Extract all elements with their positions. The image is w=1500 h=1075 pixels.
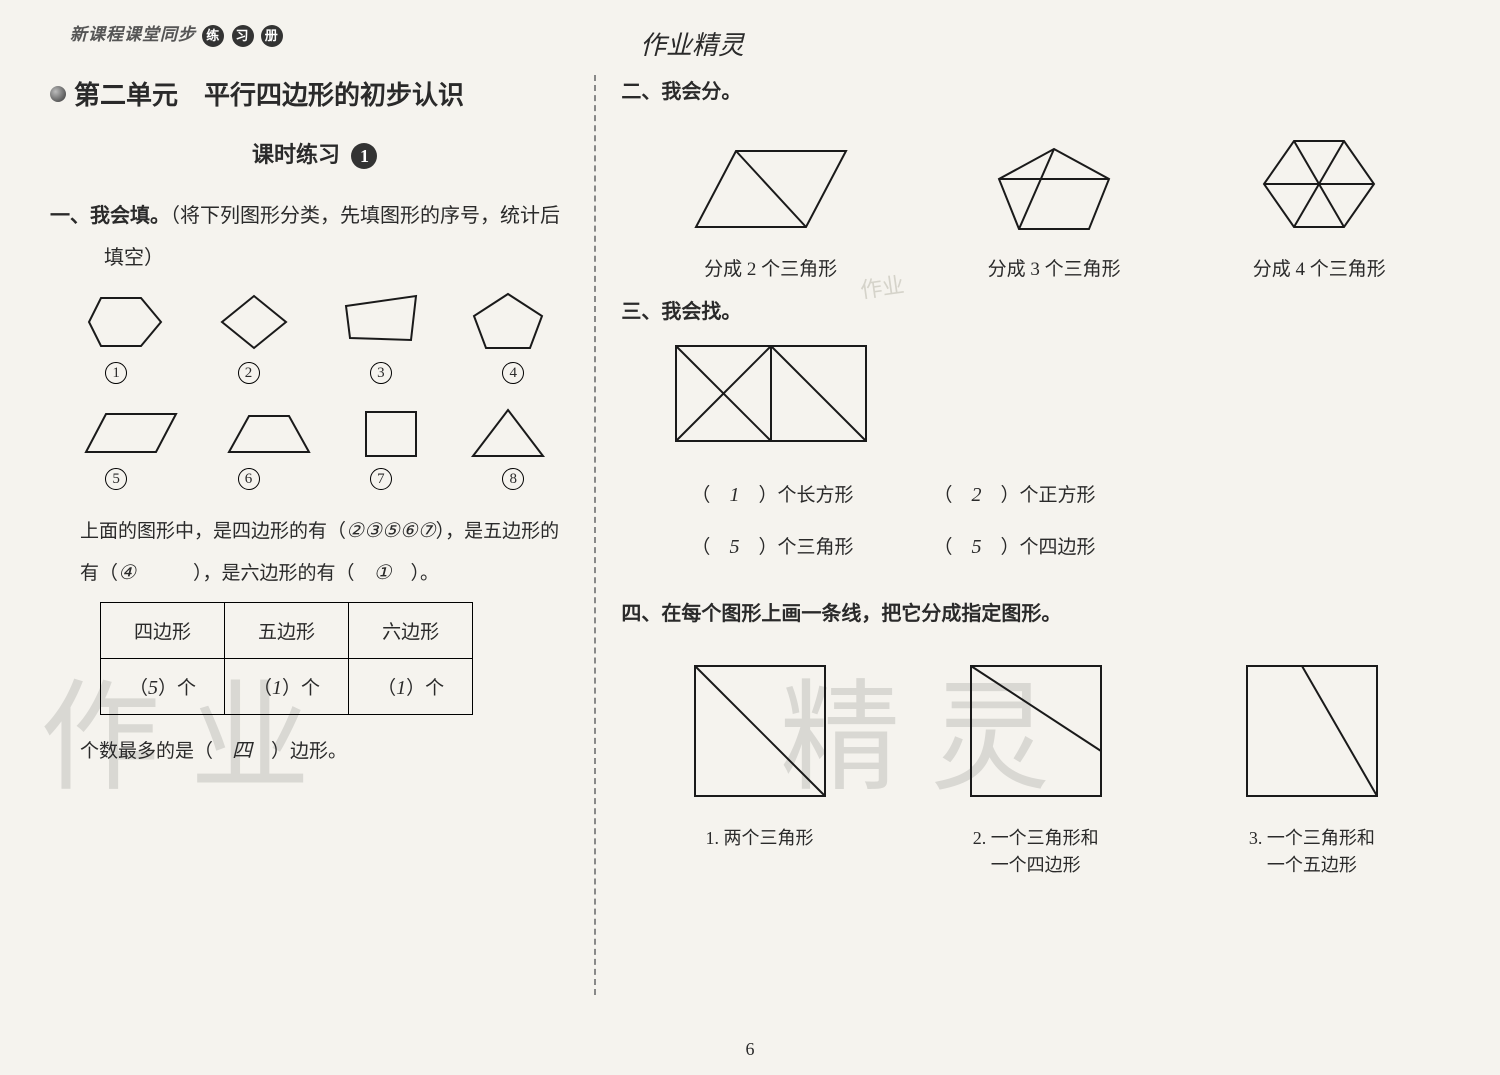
q3-line-2: （ 5 ）个三角形（ 5 ）个四边形 [691, 521, 1450, 573]
shape-diamond-icon [214, 288, 294, 356]
top-handwriting: 作业精灵 [640, 25, 744, 62]
label-3: 3 [370, 362, 392, 384]
q4-item-3: 3. 一个三角形和 一个五边形 [1212, 656, 1412, 879]
shape-hexagon-icon [81, 288, 171, 356]
page-number: 6 [746, 1039, 755, 1060]
label-4: 4 [502, 362, 524, 384]
label-2: 2 [238, 362, 260, 384]
table-cell: （1）个 [349, 659, 473, 715]
shape-quad-icon [336, 288, 426, 356]
q4-row: 1. 两个三角形 2. 一个三角形和 一个四边形 3. 一个三角形和 一个五边形 [621, 656, 1450, 879]
shape-square-icon [356, 404, 426, 462]
q2-rhombus-icon [686, 139, 856, 239]
q1-shapes-row1 [60, 288, 569, 356]
watermark-small: 作业 [858, 267, 906, 305]
brand-pill-1: 练 [202, 25, 224, 47]
q1-ans-quad: ②③⑤⑥⑦ [346, 520, 436, 542]
table-row: （5）个 （1）个 （1）个 [101, 659, 473, 715]
left-column: 第二单元 平行四边形的初步认识 课时练习 1 一、我会填。（将下列图形分类，先填… [50, 75, 594, 995]
q4-item-1: 1. 两个三角形 [660, 656, 860, 879]
q2-label-2: 分成 3 个三角形 [984, 254, 1124, 281]
q1-labels-row2: 5 6 7 8 [50, 468, 579, 490]
q4-heading: 四、在每个图形上画一条线，把它分成指定图形。 [621, 597, 1450, 631]
q2-item-2: 分成 3 个三角形 [984, 139, 1124, 281]
q2-label-3: 分成 4 个三角形 [1253, 254, 1386, 281]
lesson-label: 课时练习 [252, 142, 340, 167]
q2-pentagon-icon [984, 139, 1124, 239]
label-8: 8 [502, 468, 524, 490]
unit-title: 第二单元 平行四边形的初步认识 [74, 75, 464, 112]
brand-header: 新课程课堂同步 练 习 册 [70, 20, 284, 47]
q1-labels-row1: 1 2 3 4 [50, 362, 579, 384]
q1-count-table: 四边形 五边形 六边形 （5）个 （1）个 （1）个 [100, 602, 473, 715]
q2-item-3: 分成 4 个三角形 [1253, 129, 1386, 281]
brand-prefix: 新课程课堂同步 [70, 25, 196, 44]
q2-heading: 二、我会分。 [621, 75, 1450, 109]
q4-square2-icon [961, 656, 1111, 806]
q2-row: 分成 2 个三角形 分成 3 个三角形 分成 4 个三角形 [621, 129, 1450, 281]
q1-heading: 一、我会填。（将下列图形分类，先填图形的序号，统计后 [50, 199, 579, 233]
table-header: 六边形 [349, 603, 473, 659]
shape-parallelogram-icon [81, 404, 181, 462]
label-7: 7 [370, 468, 392, 490]
q4-label-3: 3. 一个三角形和 一个五边形 [1212, 825, 1412, 879]
q3-line-1: （ 1 ）个长方形（ 2 ）个正方形 [691, 469, 1450, 521]
table-cell: （5）个 [101, 659, 225, 715]
q3-rectangle-icon [671, 341, 871, 446]
q1-ans-penta: ④ [118, 562, 136, 584]
q3-heading: 三、我会找。 [621, 295, 1450, 329]
q3-answers: （ 1 ）个长方形（ 2 ）个正方形 （ 5 ）个三角形（ 5 ）个四边形 [621, 469, 1450, 573]
q1-ans-hexa: ① [374, 562, 392, 584]
q1-body: 上面的图形中，是四边形的有（②③⑤⑥⑦），是五边形的 有（④ ），是六边形的有（… [50, 510, 579, 594]
q2-hexagon-icon [1254, 129, 1384, 239]
q2-label-1: 分成 2 个三角形 [686, 254, 856, 281]
q2-item-1: 分成 2 个三角形 [686, 139, 856, 281]
q1-last-line: 个数最多的是（ 四 ）边形。 [50, 730, 579, 772]
q3-figure [671, 341, 1450, 451]
shape-pentagon-icon [468, 288, 548, 356]
table-header: 五边形 [225, 603, 349, 659]
q1-ans-most: 四 [232, 740, 252, 762]
lesson-number: 1 [351, 143, 377, 169]
label-6: 6 [238, 468, 260, 490]
q4-square1-icon [685, 656, 835, 806]
q4-square3-icon [1237, 656, 1387, 806]
table-header: 四边形 [101, 603, 225, 659]
right-column: 二、我会分。 分成 2 个三角形 分成 3 个三角形 分成 4 个三角形 三、我… [594, 75, 1450, 995]
q1-instr2: 填空） [50, 241, 579, 270]
label-5: 5 [105, 468, 127, 490]
shape-triangle-icon [468, 404, 548, 462]
q4-item-2: 2. 一个三角形和 一个四边形 [936, 656, 1136, 879]
q4-label-2: 2. 一个三角形和 一个四边形 [936, 825, 1136, 879]
shape-trapezoid-icon [224, 404, 314, 462]
q4-label-1: 1. 两个三角形 [660, 825, 860, 852]
brand-pill-2: 习 [232, 25, 254, 47]
unit-bullet-icon [50, 86, 66, 102]
table-cell: （1）个 [225, 659, 349, 715]
brand-pill-3: 册 [261, 25, 283, 47]
q1-shapes-row2 [60, 404, 569, 462]
table-row: 四边形 五边形 六边形 [101, 603, 473, 659]
lesson-subtitle: 课时练习 1 [50, 137, 579, 169]
unit-header: 第二单元 平行四边形的初步认识 [50, 75, 579, 112]
label-1: 1 [105, 362, 127, 384]
